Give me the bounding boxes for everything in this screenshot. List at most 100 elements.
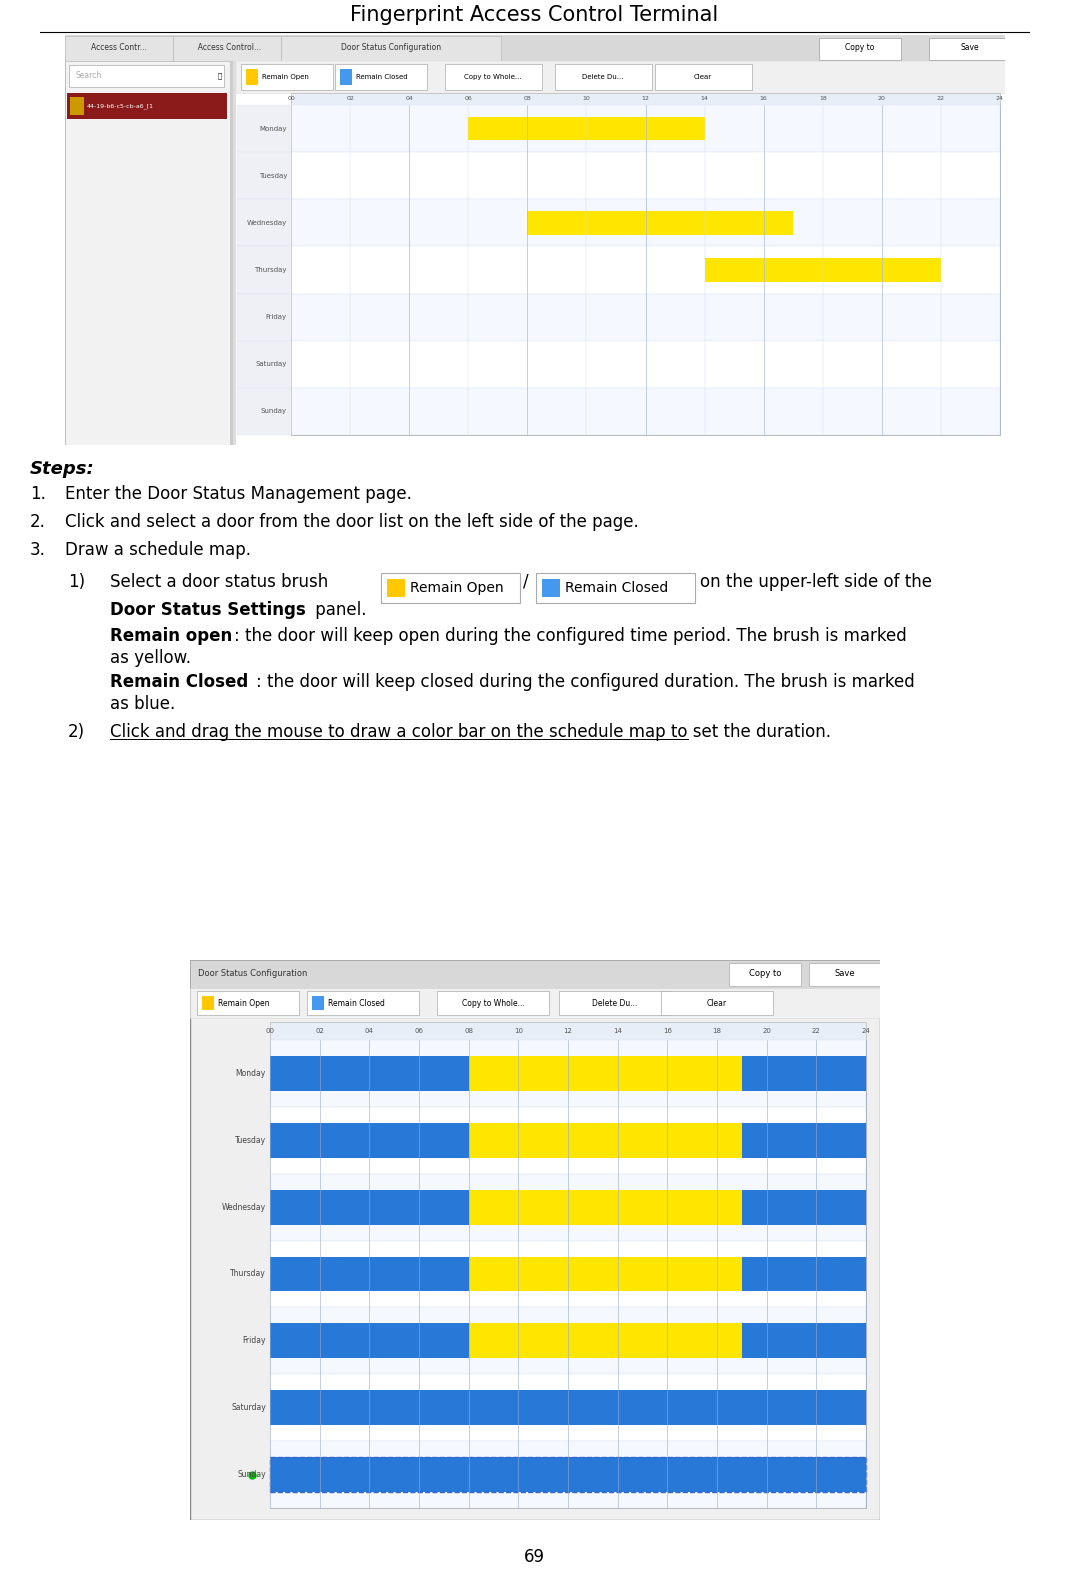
Text: 08: 08 (524, 96, 531, 102)
Text: 12: 12 (641, 96, 650, 102)
Text: 2.: 2. (30, 513, 46, 532)
Bar (291, 389, 1000, 436)
Text: Saturday: Saturday (231, 1403, 266, 1413)
Bar (270, 1441, 866, 1509)
Bar (468, 116, 704, 140)
Text: /: / (523, 573, 529, 591)
Text: as yellow.: as yellow. (110, 650, 191, 667)
Text: Access Control...: Access Control... (192, 44, 261, 52)
Text: 14: 14 (614, 1029, 622, 1033)
Text: Clear: Clear (707, 999, 727, 1007)
Bar (237, 153, 290, 200)
Bar (270, 1457, 766, 1491)
Bar (236, 61, 1005, 93)
Text: 10: 10 (583, 96, 590, 102)
Text: Remain Open: Remain Open (262, 74, 309, 80)
Bar (527, 211, 793, 234)
Text: 20: 20 (762, 1029, 771, 1033)
Text: Remain open: Remain open (110, 628, 232, 645)
Text: Door Status Configuration: Door Status Configuration (198, 969, 308, 978)
Bar (246, 69, 258, 85)
Text: 1.: 1. (30, 484, 46, 503)
Text: Draw a schedule map.: Draw a schedule map. (65, 541, 251, 558)
Text: Access Contr...: Access Contr... (91, 44, 146, 52)
Bar (65, 61, 230, 445)
Bar (291, 294, 1000, 341)
Bar (291, 153, 1000, 200)
Text: 08: 08 (464, 1029, 474, 1033)
Text: 2): 2) (68, 724, 86, 741)
Text: Sunday: Sunday (261, 409, 286, 414)
Text: Copy to Whole...: Copy to Whole... (462, 999, 525, 1007)
Text: 04: 04 (365, 1029, 374, 1033)
Bar (237, 341, 290, 389)
Bar (173, 36, 281, 61)
Bar (468, 1323, 742, 1357)
Text: panel.: panel. (310, 601, 367, 620)
Bar (270, 1123, 468, 1158)
Bar (704, 258, 941, 282)
Bar (340, 69, 352, 85)
Text: Remain Closed: Remain Closed (110, 673, 248, 691)
Text: on the upper-left side of the: on the upper-left side of the (700, 573, 932, 591)
Text: 44-19-b6-c5-cb-a6_[1: 44-19-b6-c5-cb-a6_[1 (87, 104, 154, 109)
Bar (270, 1022, 866, 1040)
Text: Save: Save (961, 44, 979, 52)
Bar (742, 1189, 866, 1224)
FancyBboxPatch shape (729, 963, 801, 986)
Text: 20: 20 (878, 96, 886, 102)
Bar (742, 1055, 866, 1090)
Text: Copy to: Copy to (748, 969, 781, 978)
Text: Copy to: Copy to (846, 44, 874, 52)
Text: Friday: Friday (266, 315, 286, 321)
Bar (237, 247, 290, 294)
Bar (237, 105, 290, 153)
FancyBboxPatch shape (809, 963, 881, 986)
Text: Remain Closed: Remain Closed (356, 74, 407, 80)
Text: 04: 04 (405, 96, 413, 102)
FancyBboxPatch shape (307, 991, 419, 1015)
Text: 18: 18 (713, 1029, 722, 1033)
Bar (766, 1391, 866, 1425)
Text: Delete Du...: Delete Du... (583, 74, 623, 80)
Text: 02: 02 (346, 96, 354, 102)
Text: Monday: Monday (236, 1070, 266, 1078)
Text: Wednesday: Wednesday (247, 220, 286, 227)
Text: 24: 24 (996, 96, 1004, 102)
Bar (233, 61, 236, 445)
Bar (468, 1257, 742, 1291)
Bar (291, 247, 1000, 294)
Bar (69, 64, 224, 87)
Text: 16: 16 (663, 1029, 671, 1033)
FancyBboxPatch shape (929, 38, 1011, 60)
Bar (742, 1257, 866, 1291)
Bar (270, 1257, 468, 1291)
Text: as blue.: as blue. (110, 695, 175, 713)
Bar (291, 341, 1000, 389)
Text: Monday: Monday (260, 126, 286, 132)
Bar (542, 579, 560, 598)
Bar (468, 1189, 742, 1224)
Text: Door Status Settings: Door Status Settings (110, 601, 306, 620)
Text: Fingerprint Access Control Terminal: Fingerprint Access Control Terminal (351, 5, 718, 25)
FancyBboxPatch shape (559, 991, 671, 1015)
Bar (766, 1457, 866, 1491)
FancyBboxPatch shape (335, 64, 427, 90)
Bar (270, 1055, 468, 1090)
FancyBboxPatch shape (661, 991, 773, 1015)
Bar (69, 98, 84, 115)
Text: Door Status Configuration: Door Status Configuration (341, 44, 441, 52)
Text: Clear: Clear (694, 74, 712, 80)
Text: Friday: Friday (243, 1337, 266, 1345)
Text: 16: 16 (760, 96, 768, 102)
Text: Tuesday: Tuesday (235, 1136, 266, 1145)
Bar (270, 1173, 866, 1241)
Text: 00: 00 (288, 96, 295, 102)
Bar (237, 294, 290, 341)
Text: Remain Closed: Remain Closed (328, 999, 385, 1007)
Text: Delete Du...: Delete Du... (592, 999, 638, 1007)
Text: 18: 18 (819, 96, 826, 102)
Text: 🔍: 🔍 (218, 72, 222, 79)
Bar (291, 105, 1000, 153)
Text: 00: 00 (265, 1029, 275, 1033)
